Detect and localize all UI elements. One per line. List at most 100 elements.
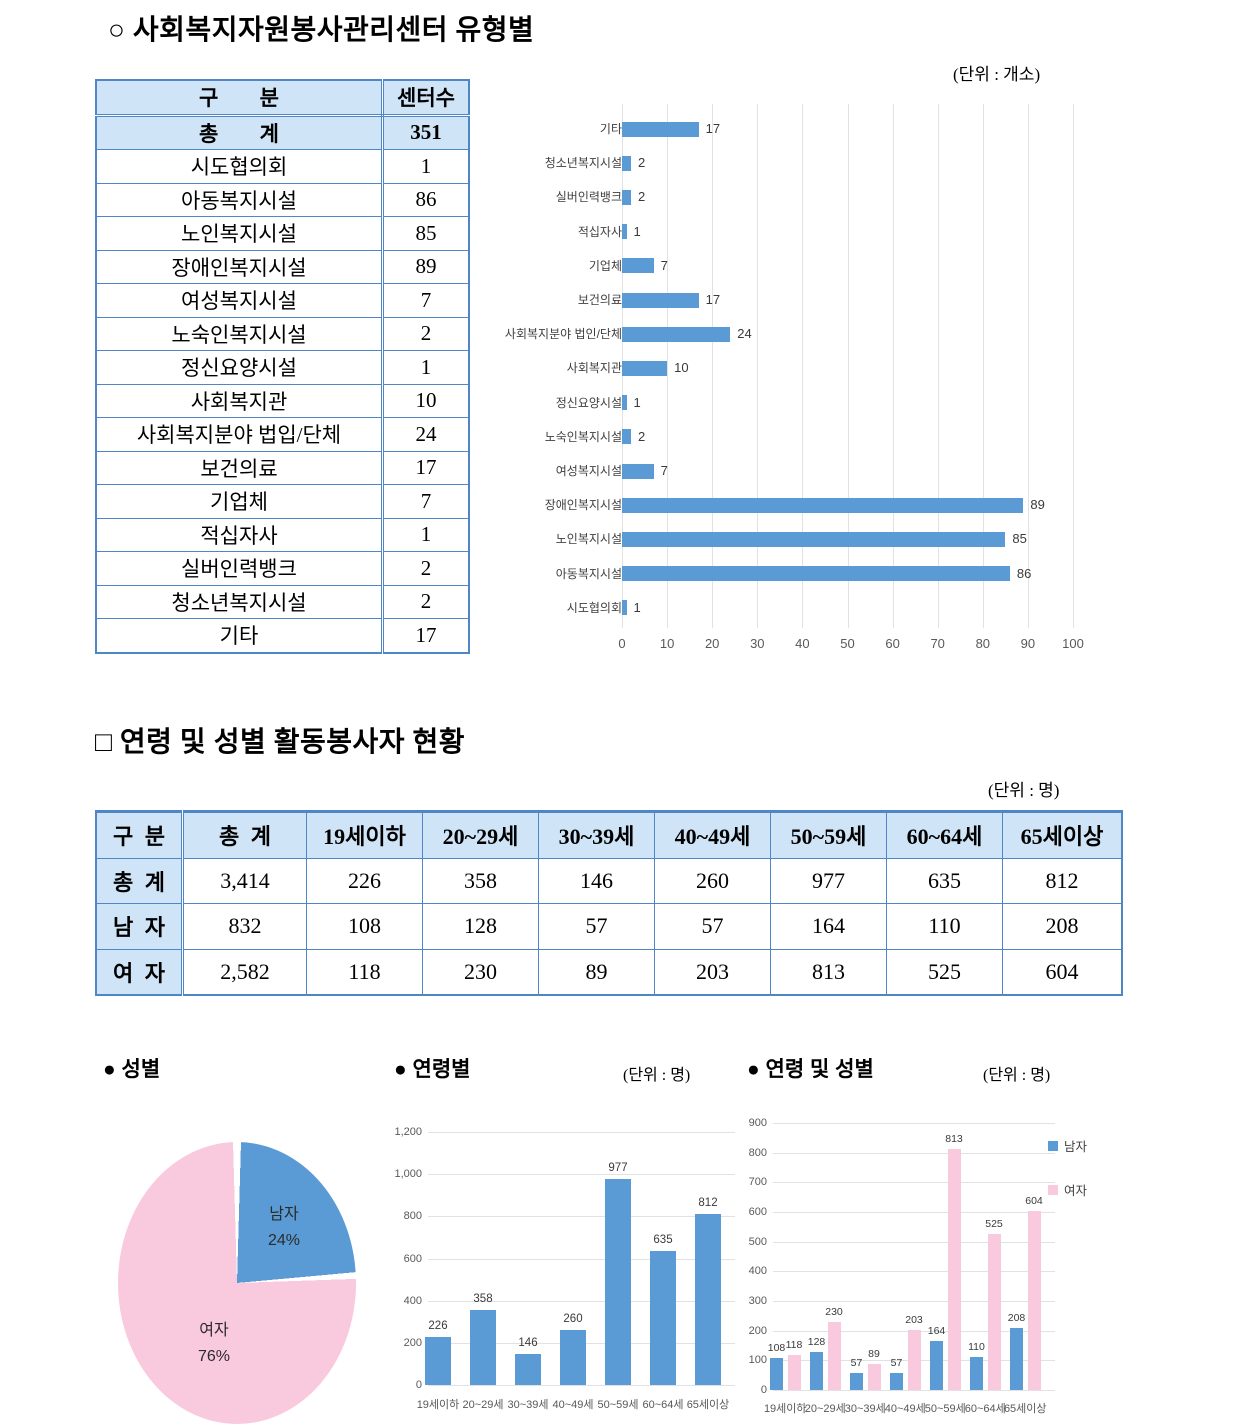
category-label: 장애인복지시설 xyxy=(544,498,622,513)
cell-value: 108 xyxy=(306,903,423,950)
bar-value-label: 977 xyxy=(608,1162,628,1175)
row-label: 사회복지분야 법입/단체 xyxy=(95,417,384,452)
male-bar xyxy=(970,1357,983,1390)
col-header: 65세이상 xyxy=(1002,811,1123,859)
y-axis-tick: 200 xyxy=(748,1324,767,1337)
gridline xyxy=(712,104,714,628)
bar-value-label: 17 xyxy=(705,292,721,307)
row-label: 여 자 xyxy=(95,948,184,996)
female-value-label: 813 xyxy=(945,1132,963,1145)
gridline xyxy=(802,104,804,628)
male-value-label: 208 xyxy=(1007,1312,1026,1325)
table-row: 사회복지분야 법입/단체 24 xyxy=(95,417,470,452)
legend-item: 남자 xyxy=(1048,1136,1087,1155)
gridline xyxy=(773,1271,1055,1273)
legend-item: 여자 xyxy=(1048,1180,1087,1199)
gridline xyxy=(773,1152,1055,1154)
col-header: 19세이하 xyxy=(306,811,423,859)
cell-value: 813 xyxy=(770,948,887,996)
table-row: 총 계 351 xyxy=(95,114,470,150)
category-label: 아동복지시설 xyxy=(555,566,622,581)
row-label: 총 계 xyxy=(95,114,384,150)
gridline xyxy=(428,1216,735,1218)
cell-value: 260 xyxy=(654,857,771,904)
female-value-label: 230 xyxy=(825,1305,843,1318)
y-axis-tick: 400 xyxy=(403,1294,422,1307)
x-axis-label: 19세이하 xyxy=(416,1399,460,1411)
col-header: 30~39세 xyxy=(538,811,655,859)
bar xyxy=(622,292,699,308)
category-label: 노인복지시설 xyxy=(555,532,622,547)
bar xyxy=(622,258,654,274)
category-label: 사회복지분야 법인/단체 xyxy=(504,327,622,342)
row-label: 실버인력뱅크 xyxy=(95,551,384,586)
row-value: 85 xyxy=(382,216,470,251)
female-value-label: 525 xyxy=(985,1218,1003,1231)
bar xyxy=(560,1330,586,1385)
y-axis-tick: 400 xyxy=(748,1265,767,1278)
bar xyxy=(622,429,632,445)
gridline xyxy=(1073,104,1074,628)
x-axis-label: 20~29세 xyxy=(462,1399,504,1411)
category-label: 기타 xyxy=(599,122,622,136)
gender-pie-chart: 남자 24% 여자 76% xyxy=(110,1140,370,1427)
x-axis-tick: 60 xyxy=(885,636,900,651)
row-value: 2 xyxy=(382,584,470,619)
male-value-label: 128 xyxy=(807,1336,826,1349)
y-axis-tick: 100 xyxy=(748,1354,767,1367)
table-row: 여성복지시설 7 xyxy=(95,283,470,318)
pie-slice-label: 남자 xyxy=(269,1206,299,1223)
y-axis-tick: 700 xyxy=(748,1176,767,1189)
row-value: 7 xyxy=(382,283,470,318)
row-label: 적십자사 xyxy=(95,517,384,552)
x-axis-label: 65세이상 xyxy=(1003,1403,1047,1415)
gridline xyxy=(667,104,669,628)
gender-chart-title: ● 성별 xyxy=(103,1058,161,1081)
male-value-label: 108 xyxy=(767,1341,786,1354)
male-value-label: 57 xyxy=(890,1357,903,1370)
bar-value-label: 146 xyxy=(518,1337,538,1350)
cell-value: 89 xyxy=(538,948,655,996)
male-value-label: 110 xyxy=(968,1341,985,1354)
category-label: 정신요양시설 xyxy=(555,395,622,410)
x-axis-label: 30~39세 xyxy=(507,1399,549,1411)
bar-value-label: 2 xyxy=(638,428,646,444)
row-value: 89 xyxy=(382,249,470,284)
row-value: 17 xyxy=(382,450,470,485)
bar xyxy=(622,532,1006,547)
bar xyxy=(622,190,632,205)
category-label: 청소년복지시설 xyxy=(544,156,622,171)
bar xyxy=(515,1354,541,1385)
female-value-label: 89 xyxy=(868,1347,880,1360)
row-label: 보건의료 xyxy=(95,450,384,485)
row-value: 86 xyxy=(382,182,470,217)
table-row: 시도협의회 1 xyxy=(95,149,470,184)
cell-value: 164 xyxy=(770,903,887,950)
gridline xyxy=(773,1123,1055,1124)
male-bar xyxy=(930,1341,943,1390)
female-bar xyxy=(1027,1210,1041,1390)
gridline xyxy=(982,104,984,628)
female-bar xyxy=(947,1148,961,1390)
gridline xyxy=(428,1385,735,1386)
bar xyxy=(622,497,1024,513)
row-value: 2 xyxy=(382,551,470,586)
x-axis-label: 40~49세 xyxy=(552,1399,594,1411)
row-label: 남 자 xyxy=(95,903,184,950)
row-value: 2 xyxy=(382,316,470,351)
table-row: 실버인력뱅크 2 xyxy=(95,551,470,586)
y-axis-tick: 1,200 xyxy=(394,1126,422,1138)
x-axis-label: 50~59세 xyxy=(924,1403,966,1415)
x-axis-label: 65세이상 xyxy=(686,1399,730,1411)
cell-value: 977 xyxy=(770,857,887,904)
table-row: 노인복지시설 85 xyxy=(95,216,470,251)
pie-slice-pct: 24% xyxy=(267,1232,301,1249)
bar-value-label: 260 xyxy=(563,1313,583,1326)
x-axis-label: 20~29세 xyxy=(804,1403,846,1415)
pie-graphic xyxy=(118,1142,356,1424)
bar xyxy=(605,1179,631,1385)
legend-swatch xyxy=(1048,1185,1058,1195)
gridline xyxy=(773,1182,1055,1184)
